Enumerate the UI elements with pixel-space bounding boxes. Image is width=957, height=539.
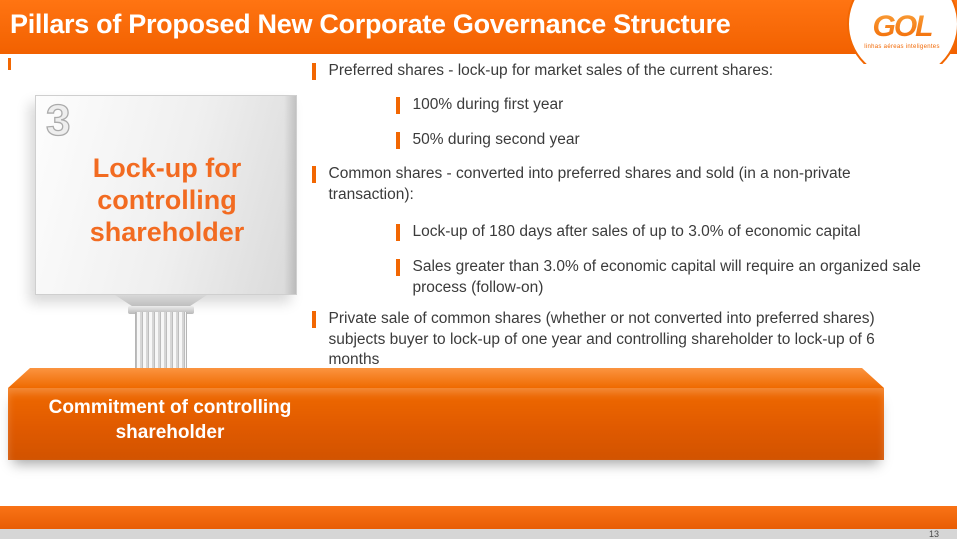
pillar-number: 3 (45, 95, 71, 145)
pillar-label: Lock-up for controlling shareholder (89, 153, 245, 247)
footer-bar (0, 506, 957, 529)
bullet-bar-icon (396, 224, 400, 241)
bullet-bar-icon (396, 259, 400, 276)
bullet-item-3: Common shares - converted into preferred… (312, 164, 912, 205)
logo-circle (847, 0, 957, 64)
pillar-capital: 3 Lock-up for controlling shareholder (35, 95, 297, 295)
base-label: Commitment of controlling shareholder (48, 397, 292, 443)
bullet-item-2: 50% during second year (396, 130, 957, 151)
page-number: 13 (928, 529, 939, 539)
footer-strip: 13 (0, 529, 957, 539)
bullet-bar-icon (396, 132, 400, 149)
base-top-face (8, 368, 884, 388)
pillar-column-cap-top (128, 306, 194, 314)
bullet-item-5: Sales greater than 3.0% of economic capi… (396, 257, 957, 298)
bullet-item-4: Lock-up of 180 days after sales of up to… (396, 222, 957, 243)
gol-logo: GOL (847, 10, 957, 44)
bullet-bar-icon (312, 311, 316, 328)
bullet-text: Preferred shares - lock-up for market sa… (328, 62, 774, 79)
bullet-item-0: Preferred shares - lock-up for market sa… (312, 61, 912, 82)
base-front-face: Commitment of controlling shareholder (8, 388, 884, 460)
bullet-bar-icon (312, 166, 316, 183)
bullet-bar-icon (312, 63, 316, 80)
bullet-item-1: 100% during first year (396, 95, 957, 116)
header-bar: Pillars of Proposed New Corporate Govern… (0, 0, 957, 54)
bullet-bar-icon (396, 97, 400, 114)
bullet-text: Lock-up of 180 days after sales of up to… (412, 223, 861, 240)
left-accent-bar (8, 58, 11, 70)
bullet-text: Private sale of common shares (whether o… (328, 310, 875, 368)
bullet-text: 50% during second year (412, 131, 580, 148)
bullet-text: Common shares - converted into preferred… (328, 165, 851, 203)
bullet-text: Sales greater than 3.0% of economic capi… (412, 258, 921, 296)
logo-panel: GOL linhas aéreas inteligentes (847, 0, 957, 64)
bullet-item-6: Private sale of common shares (whether o… (312, 309, 912, 371)
logo-tagline: linhas aéreas inteligentes (864, 44, 940, 50)
bullet-text: 100% during first year (412, 96, 564, 113)
slide-title: Pillars of Proposed New Corporate Govern… (10, 9, 731, 39)
pillar-capital-lip (115, 295, 207, 307)
